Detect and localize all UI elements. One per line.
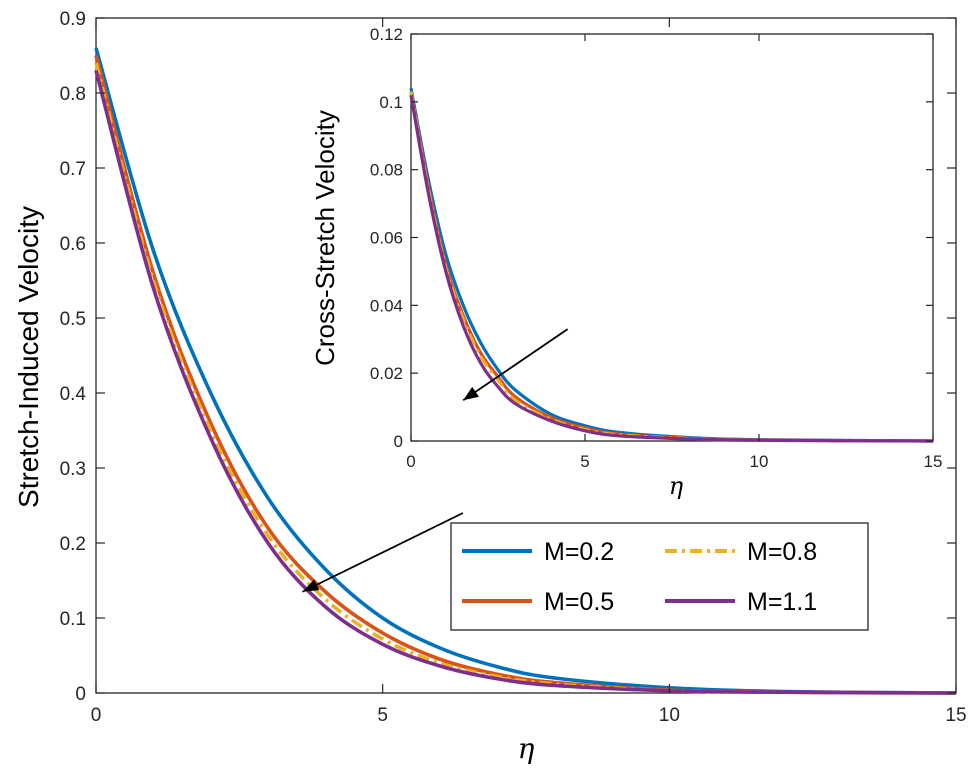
inset-plot-area bbox=[410, 33, 934, 442]
main-y-tick-label: 0.2 bbox=[60, 534, 86, 555]
inset-y-tick-label: 0.02 bbox=[370, 364, 403, 383]
main-y-tick-label: 0.1 bbox=[60, 609, 86, 630]
inset-y-tick-label: 0.1 bbox=[379, 93, 403, 112]
legend-label: M=0.2 bbox=[544, 538, 614, 566]
inset-y-tick-label: 0.08 bbox=[370, 161, 403, 180]
legend-box bbox=[450, 522, 869, 631]
inset-series-line-m-1-1 bbox=[409, 94, 934, 443]
inset-arrow-shaft bbox=[462, 328, 569, 402]
main-y-tick-label: 0.4 bbox=[60, 384, 87, 405]
inset-y-tick-label: 0.04 bbox=[370, 296, 403, 315]
main-x-tick-label: 0 bbox=[91, 705, 102, 726]
main-y-tick-label: 0.5 bbox=[60, 309, 86, 330]
legend: M=0.2 M=0.8 M=0.5 M=1.1 bbox=[450, 522, 869, 631]
main-y-tick-label: 0 bbox=[75, 684, 86, 705]
inset-x-tick-label: 10 bbox=[750, 452, 769, 471]
main-y-tick-label: 0.6 bbox=[60, 234, 86, 255]
main-series-line-m-1-1 bbox=[94, 70, 957, 695]
main-x-axis-label: η bbox=[518, 732, 535, 765]
main-x-tick-label: 10 bbox=[659, 705, 680, 726]
legend-label: M=0.5 bbox=[544, 588, 614, 616]
main-y-axis-label: Stretch-Induced Velocity bbox=[13, 206, 44, 508]
legend-label: M=1.1 bbox=[747, 588, 817, 616]
main-arrow-head bbox=[302, 579, 320, 592]
main-series-line-m-0-8 bbox=[94, 62, 957, 695]
main-x-tick-label: 5 bbox=[377, 705, 388, 726]
main-y-tick-label: 0.9 bbox=[60, 9, 86, 30]
inset-series-lines bbox=[409, 87, 934, 443]
inset-y-tick-label: 0 bbox=[394, 432, 403, 451]
main-y-tick-label: 0.7 bbox=[60, 159, 86, 180]
inset-x-axis-label: η bbox=[669, 472, 684, 500]
main-x-tick-label: 15 bbox=[945, 705, 966, 726]
main-y-tick-label: 0.3 bbox=[60, 459, 86, 480]
inset-y-tick-label: 0.06 bbox=[370, 229, 403, 248]
main-y-tick-label: 0.8 bbox=[60, 84, 86, 105]
inset-plot: 0 5 10 15 0 0.02 0.04 0.06 0.08 0.1 0.12 Cross-Str… bbox=[310, 25, 942, 500]
inset-ticks: 0 5 10 15 0 0.02 0.04 0.06 0.08 0.1 0.12 bbox=[370, 25, 943, 471]
inset-y-tick-label: 0.12 bbox=[370, 25, 403, 44]
inset-trend-arrow bbox=[462, 328, 569, 402]
inset-y-axis-label: Cross-Stretch Velocity bbox=[310, 110, 340, 366]
main-series-lines bbox=[94, 47, 957, 695]
main-trend-arrow bbox=[302, 512, 464, 593]
inset-x-tick-label: 5 bbox=[580, 452, 589, 471]
legend-label: M=0.8 bbox=[747, 538, 817, 566]
inset-arrow-head bbox=[463, 386, 479, 401]
inset-x-tick-label: 15 bbox=[924, 452, 943, 471]
inset-x-tick-label: 0 bbox=[406, 452, 415, 471]
main-arrow-shaft bbox=[302, 512, 464, 593]
main-ticks: 0 5 10 15 0 0.1 0.2 0.3 0.4 0.5 0.6 0.7 0.8 0.9 bbox=[60, 9, 967, 726]
